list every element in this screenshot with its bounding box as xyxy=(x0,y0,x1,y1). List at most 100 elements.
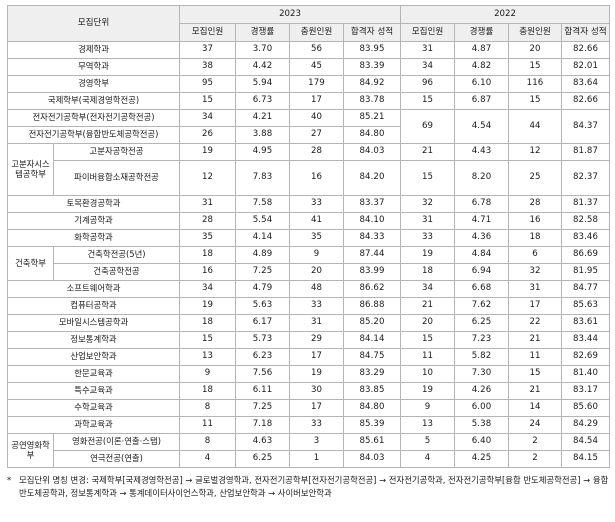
value-2023: 85.21 xyxy=(343,109,402,127)
value-2022: 18 xyxy=(508,229,563,247)
value-2022: 83.46 xyxy=(561,229,611,247)
value-2023: 29 xyxy=(289,331,345,349)
value-2022: 13 xyxy=(400,416,456,434)
value-2023: 56 xyxy=(289,41,345,59)
value-2023: 6.23 xyxy=(235,348,291,366)
table-row: 정보통계학과 15 5.73 29 84.14 15 7.23 21 83.44 xyxy=(6,331,611,349)
value-2022: 34 xyxy=(400,58,456,76)
header-year-2022: 2022 xyxy=(400,5,611,24)
value-2022: 15 xyxy=(508,92,563,110)
value-2023: 38 xyxy=(179,58,237,76)
value-2022: 6.40 xyxy=(454,433,510,451)
value-2022: 7.62 xyxy=(454,297,510,315)
value-2022-merged: 69 xyxy=(400,109,456,144)
value-2022: 31 xyxy=(508,280,563,298)
value-2022: 85.63 xyxy=(561,297,611,315)
value-2023: 83.37 xyxy=(343,195,402,213)
value-2022: 116 xyxy=(508,75,563,93)
value-2022: 82.69 xyxy=(561,348,611,366)
value-2023: 83.29 xyxy=(343,365,402,383)
value-2023: 5.63 xyxy=(235,297,291,315)
value-2023: 84.80 xyxy=(343,399,402,417)
value-2023: 7.25 xyxy=(235,399,291,417)
value-2022: 21 xyxy=(400,297,456,315)
value-2023: 87.44 xyxy=(343,246,402,264)
value-2022: 19 xyxy=(400,246,456,264)
unit-name: 무역학과 xyxy=(6,58,181,76)
value-2022: 2 xyxy=(508,433,563,451)
value-2022: 12 xyxy=(508,143,563,161)
value-2023: 7.83 xyxy=(235,160,291,196)
value-2022: 6.10 xyxy=(454,75,510,93)
header-col: 충원인원 xyxy=(289,23,345,42)
value-2022: 5 xyxy=(400,433,456,451)
value-2022: 4.87 xyxy=(454,41,510,59)
value-2023: 8 xyxy=(179,433,237,451)
footnote-text: 모집단위 명칭 변경: 국제학부[국제경영학전공] → 글로벌경영학과, 전자전… xyxy=(19,475,609,499)
value-2023: 85.20 xyxy=(343,314,402,332)
value-2022: 81.95 xyxy=(561,263,611,281)
value-2022: 15 xyxy=(400,92,456,110)
value-2022: 4.71 xyxy=(454,212,510,230)
value-2023: 27 xyxy=(289,126,345,144)
value-2022: 83.17 xyxy=(561,382,611,400)
unit-subname: 연극전공(연출) xyxy=(52,450,181,468)
value-2023: 7.25 xyxy=(235,263,291,281)
value-2023: 17 xyxy=(289,92,345,110)
value-2022: 4.25 xyxy=(454,450,510,468)
value-2022: 11 xyxy=(400,348,456,366)
value-2023: 4.21 xyxy=(235,109,291,127)
value-2023: 18 xyxy=(179,382,237,400)
value-2022: 15 xyxy=(400,331,456,349)
value-2023: 35 xyxy=(289,229,345,247)
value-2023: 31 xyxy=(289,314,345,332)
header-col: 경쟁률 xyxy=(235,23,291,42)
value-2022: 4 xyxy=(400,450,456,468)
value-2023: 34 xyxy=(179,280,237,298)
value-2022: 21 xyxy=(400,143,456,161)
value-2023: 3.88 xyxy=(235,126,291,144)
value-2022: 4.43 xyxy=(454,143,510,161)
table-row: 전자전기공학부(전자전기공학전공) 34 4.21 40 85.21 69 4.54 44 84… xyxy=(6,109,611,144)
unit-name: 화학공학과 xyxy=(6,229,181,247)
value-2022: 21 xyxy=(508,331,563,349)
value-2022: 2 xyxy=(508,450,563,468)
unit-name: 정보통계학과 xyxy=(6,331,181,349)
value-2022: 6.25 xyxy=(454,314,510,332)
value-2023: 17 xyxy=(289,348,345,366)
value-2022: 4.36 xyxy=(454,229,510,247)
header-row-years: 모집단위 2023 2022 xyxy=(6,5,611,42)
unit-name: 경제학과 xyxy=(6,41,181,59)
value-2023: 4.89 xyxy=(235,246,291,264)
table-row: 한문교육과 9 7.56 19 83.29 10 7.30 15 81.40 xyxy=(6,365,611,383)
value-2022: 17 xyxy=(508,297,563,315)
value-2023: 33 xyxy=(289,416,345,434)
value-2022: 6.94 xyxy=(454,263,510,281)
value-2022: 5.38 xyxy=(454,416,510,434)
value-2023: 83.95 xyxy=(343,41,402,59)
value-2022: 8.20 xyxy=(454,160,510,196)
value-2023: 5.73 xyxy=(235,331,291,349)
value-2023: 16 xyxy=(179,263,237,281)
unit-name: 컴퓨터공학과 xyxy=(6,297,181,315)
value-2023: 84.80 xyxy=(343,126,402,144)
value-2022: 14 xyxy=(508,399,563,417)
value-2022: 82.01 xyxy=(561,58,611,76)
value-2022: 25 xyxy=(508,160,563,196)
unit-name: 전자전기공학부(융합반도체공학전공) xyxy=(6,126,181,144)
table-row: 경영학부 95 5.94 179 84.92 96 6.10 116 83.64 xyxy=(6,75,611,93)
table-row: 소프트웨어학과 34 4.79 48 86.62 34 6.68 31 84.77 xyxy=(6,280,611,298)
value-2023: 9 xyxy=(289,246,345,264)
value-2023: 48 xyxy=(289,280,345,298)
table-row: 국제학부(국제경영학전공) 15 6.73 17 83.78 15 6.87 15 82.66 xyxy=(6,92,611,110)
table-row: 산업보안학과 13 6.23 17 84.75 11 5.82 11 82.69 xyxy=(6,348,611,366)
value-2023: 5.54 xyxy=(235,212,291,230)
value-2023: 40 xyxy=(289,109,345,127)
value-2022: 33 xyxy=(400,229,456,247)
value-2023: 30 xyxy=(289,382,345,400)
header-col: 모집인원 xyxy=(179,23,237,42)
table-row: 파이버융합소재공학전공 12 7.83 16 84.20 15 8.20 25 82.37 xyxy=(8,160,611,196)
value-2023: 34 xyxy=(179,109,237,127)
table-row: 경제학과 37 3.70 56 83.95 31 4.87 20 82.66 xyxy=(6,41,611,59)
value-2023: 11 xyxy=(179,416,237,434)
